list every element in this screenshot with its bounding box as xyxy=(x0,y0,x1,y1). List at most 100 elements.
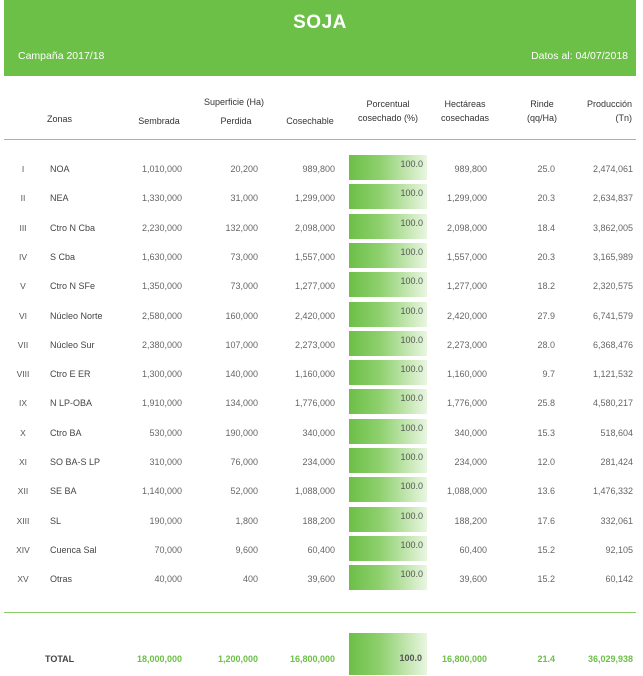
row-cosechable: 1,776,000 xyxy=(294,398,335,409)
percentage-cell: 100.0 xyxy=(349,477,427,503)
row-sembrada: 1,300,000 xyxy=(141,369,182,380)
row-rinde: 12.0 xyxy=(537,457,555,467)
row-zona: Ctro BA xyxy=(50,427,82,438)
row-produccion: 1,121,532 xyxy=(592,369,633,380)
row-zona: SE BA xyxy=(50,486,77,497)
percentage-cell: 100.0 xyxy=(349,272,427,298)
col-header-rinde: Rinde xyxy=(530,99,554,109)
row-rinde: 20.3 xyxy=(537,193,555,204)
row-perdida: 160,000 xyxy=(225,310,258,321)
row-cosechable: 1,557,000 xyxy=(294,251,335,262)
row-hectareas: 2,273,000 xyxy=(446,339,487,350)
row-sembrada: 190,000 xyxy=(149,515,182,526)
percentage-cell: 100.0 xyxy=(349,213,427,239)
row-perdida: 132,000 xyxy=(225,222,258,233)
row-sembrada: 2,580,000 xyxy=(141,310,182,321)
percentage-cell: 100.0 xyxy=(349,418,427,444)
row-porcentaje: 100.0 xyxy=(400,276,423,287)
row-perdida: 31,000 xyxy=(230,193,258,204)
row-perdida: 107,000 xyxy=(225,339,258,350)
row-cosechable: 1,088,000 xyxy=(294,486,335,497)
row-produccion: 60,142 xyxy=(605,574,633,585)
header-banner: SOJA Campaña 2017/18 Datos al: 04/07/201… xyxy=(4,0,636,76)
row-number: IX xyxy=(18,398,28,409)
table-row: 100.0 III Ctro N Cba 2,230,000 132,000 2,098,… xyxy=(0,213,643,241)
row-hectareas: 989,800 xyxy=(454,164,487,174)
row-rinde: 20.3 xyxy=(537,251,555,262)
row-number: XI xyxy=(18,457,28,467)
row-produccion: 518,604 xyxy=(600,427,633,438)
percentage-cell: 100.0 xyxy=(349,565,427,591)
col-header-porcentual: Porcentual xyxy=(366,99,410,109)
row-zona: S Cba xyxy=(50,251,76,262)
row-cosechable: 60,400 xyxy=(307,544,335,555)
total-row: TOTAL 18,000,000 1,200,000 16,800,000 10… xyxy=(0,633,643,675)
row-perdida: 1,800 xyxy=(235,515,258,526)
table-row: 100.0 XIII SL 190,000 1,800 188,200 188,200 17.… xyxy=(0,506,643,534)
table-row: 100.0 IX N LP-OBA 1,910,000 134,000 1,776,000… xyxy=(0,389,643,416)
percentage-cell: 100.0 xyxy=(349,506,427,532)
total-percentage: 100.0 xyxy=(399,653,422,663)
table-row: 100.0 XV Otras 40,000 400 39,600 39,600 15.2 60,… xyxy=(0,565,643,592)
row-porcentaje: 100.0 xyxy=(400,393,423,404)
total-divider xyxy=(4,612,636,613)
total-produccion: 36,029,938 xyxy=(587,654,633,664)
total-cosechable: 16,800,000 xyxy=(289,654,335,664)
percentage-cell: 100.0 xyxy=(349,301,427,327)
row-sembrada: 310,000 xyxy=(149,457,182,467)
total-perdida: 1,200,000 xyxy=(217,654,258,664)
campaign-label: Campaña 2017/18 xyxy=(18,50,105,62)
row-hectareas: 234,000 xyxy=(454,457,487,467)
row-perdida: 134,000 xyxy=(225,398,258,409)
percentage-cell: 100.0 xyxy=(349,242,427,268)
row-zona: Núcleo Sur xyxy=(50,339,95,350)
row-number: V xyxy=(20,281,26,292)
row-rinde: 15.2 xyxy=(537,544,555,555)
row-number: I xyxy=(21,164,25,174)
row-sembrada: 1,140,000 xyxy=(141,486,182,497)
total-percentage-cell: 100.0 xyxy=(349,633,427,675)
total-rinde: 21.4 xyxy=(537,654,555,664)
row-porcentaje: 100.0 xyxy=(400,364,423,375)
row-number: II xyxy=(20,193,26,204)
row-perdida: 9,600 xyxy=(235,544,258,555)
row-rinde: 9.7 xyxy=(542,369,555,380)
row-porcentaje: 100.0 xyxy=(400,481,423,492)
row-cosechable: 989,800 xyxy=(302,164,335,174)
row-rinde: 18.2 xyxy=(537,281,555,292)
percentage-cell: 100.0 xyxy=(349,155,427,180)
row-porcentaje: 100.0 xyxy=(400,334,423,345)
row-perdida: 400 xyxy=(242,574,258,585)
col-header-hectareas-2: cosechadas xyxy=(440,113,490,123)
row-porcentaje: 100.0 xyxy=(400,188,423,199)
table-row: 100.0 X Ctro BA 530,000 190,000 340,000 340,00… xyxy=(0,418,643,446)
total-sembrada: 18,000,000 xyxy=(136,654,182,664)
row-produccion: 2,474,061 xyxy=(592,164,633,174)
row-sembrada: 2,380,000 xyxy=(141,339,182,350)
row-porcentaje: 100.0 xyxy=(400,452,423,462)
row-sembrada: 1,630,000 xyxy=(141,251,182,262)
row-number: XIV xyxy=(16,544,30,555)
row-perdida: 52,000 xyxy=(230,486,258,497)
col-header-cosechable: Cosechable xyxy=(286,116,334,126)
row-porcentaje: 100.0 xyxy=(400,569,423,580)
row-number: VI xyxy=(18,310,28,321)
row-produccion: 3,165,989 xyxy=(592,251,633,262)
table-row: 100.0 XI SO BA-S LP 310,000 76,000 234,000 234… xyxy=(0,448,643,475)
row-sembrada: 2,230,000 xyxy=(141,222,182,233)
row-porcentaje: 100.0 xyxy=(400,422,423,433)
row-number: X xyxy=(20,427,26,438)
row-porcentaje: 100.0 xyxy=(400,539,423,550)
percentage-cell: 100.0 xyxy=(349,448,427,473)
row-produccion: 6,368,476 xyxy=(592,339,633,350)
row-rinde: 25.0 xyxy=(537,164,555,174)
row-zona: Otras xyxy=(50,574,73,585)
table-row: 100.0 VIII Ctro E ER 1,300,000 140,000 1,160,… xyxy=(0,360,643,387)
col-header-perdida: Perdida xyxy=(220,116,252,126)
row-cosechable: 1,277,000 xyxy=(294,281,335,292)
row-porcentaje: 100.0 xyxy=(400,217,423,228)
data-date-label: Datos al: 04/07/2018 xyxy=(531,50,628,62)
table-row: 100.0 V Ctro N SFe 1,350,000 73,000 1,277,000… xyxy=(0,272,643,299)
row-cosechable: 2,098,000 xyxy=(294,222,335,233)
row-zona: SL xyxy=(50,515,62,526)
